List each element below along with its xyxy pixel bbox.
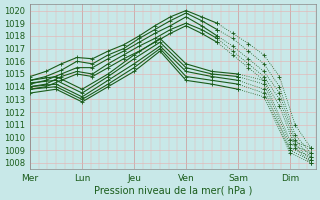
X-axis label: Pression niveau de la mer( hPa ): Pression niveau de la mer( hPa ) — [94, 186, 252, 196]
